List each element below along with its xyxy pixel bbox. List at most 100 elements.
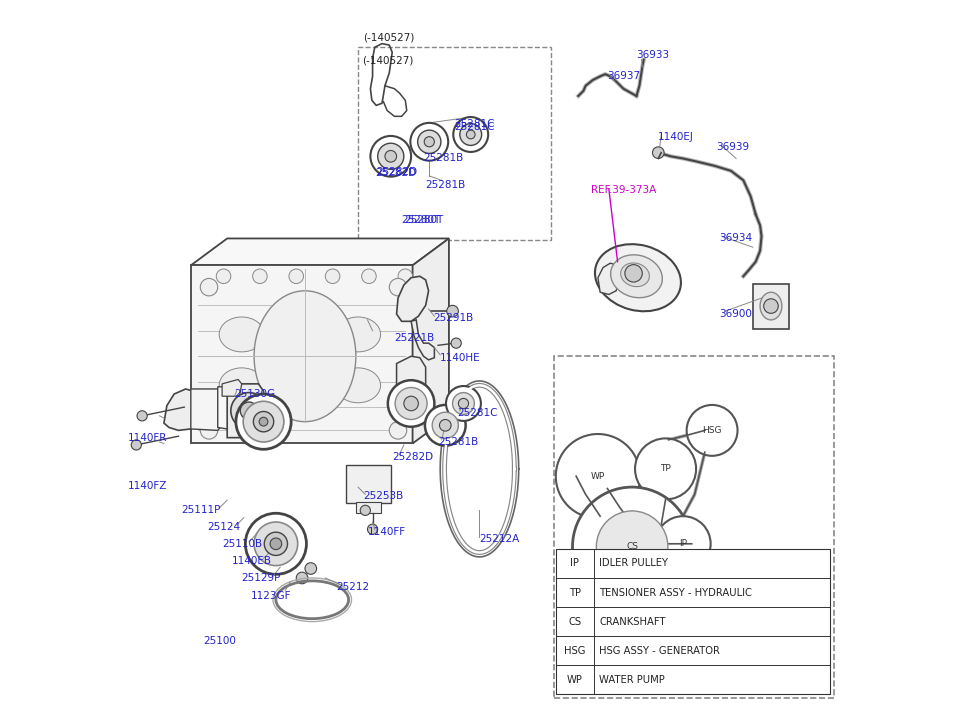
Circle shape [764, 299, 778, 313]
Text: 25221B: 25221B [395, 333, 435, 343]
Polygon shape [228, 384, 264, 438]
Polygon shape [222, 379, 242, 396]
Text: 25280T: 25280T [402, 214, 441, 225]
Circle shape [289, 269, 303, 284]
Text: 1140FF: 1140FF [367, 527, 405, 537]
Circle shape [236, 394, 292, 449]
Polygon shape [218, 387, 229, 429]
Circle shape [201, 422, 218, 439]
Text: TP: TP [569, 587, 580, 598]
Ellipse shape [277, 368, 322, 403]
Circle shape [656, 516, 710, 571]
Text: HSG ASSY - GENERATOR: HSG ASSY - GENERATOR [599, 646, 720, 656]
Text: 36937: 36937 [607, 71, 641, 81]
Circle shape [252, 269, 267, 284]
Text: 25129P: 25129P [242, 573, 281, 583]
Text: 1123GF: 1123GF [251, 591, 292, 601]
Text: CS: CS [626, 542, 638, 551]
Circle shape [424, 137, 434, 147]
Circle shape [230, 393, 267, 429]
Text: (-140527): (-140527) [363, 33, 415, 43]
Circle shape [389, 278, 406, 296]
Circle shape [395, 387, 427, 419]
Text: 25110B: 25110B [222, 539, 262, 549]
Circle shape [264, 532, 288, 555]
Polygon shape [163, 389, 201, 430]
Text: 25282D: 25282D [377, 166, 418, 177]
Text: 25281C: 25281C [455, 119, 495, 129]
Circle shape [325, 269, 340, 284]
Text: 25281B: 25281B [438, 437, 478, 447]
Circle shape [305, 563, 316, 574]
Circle shape [403, 396, 419, 411]
Circle shape [253, 411, 273, 432]
Circle shape [398, 269, 413, 284]
Text: 25100: 25100 [204, 636, 236, 646]
Circle shape [625, 265, 642, 282]
Text: REF.39-373A: REF.39-373A [591, 185, 656, 196]
Ellipse shape [620, 263, 649, 286]
Text: 36933: 36933 [637, 49, 669, 60]
Circle shape [410, 123, 448, 161]
Polygon shape [598, 263, 619, 294]
Text: 36934: 36934 [719, 233, 752, 244]
Text: 25281C: 25281C [455, 122, 495, 132]
Circle shape [573, 487, 692, 606]
Text: 25124: 25124 [207, 522, 241, 532]
Circle shape [446, 305, 458, 317]
Ellipse shape [219, 368, 264, 403]
Text: HSG: HSG [564, 646, 585, 656]
Ellipse shape [336, 317, 380, 352]
Circle shape [216, 269, 230, 284]
Text: TP: TP [661, 465, 671, 473]
Polygon shape [191, 265, 413, 443]
Circle shape [453, 117, 489, 152]
Text: 1140EB: 1140EB [232, 556, 272, 566]
Text: TENSIONER ASSY - HYDRAULIC: TENSIONER ASSY - HYDRAULIC [599, 587, 752, 598]
Circle shape [440, 419, 451, 431]
Circle shape [254, 522, 297, 566]
Text: IDLER PULLEY: IDLER PULLEY [599, 558, 668, 569]
Circle shape [246, 513, 307, 574]
Text: 36939: 36939 [716, 142, 750, 152]
Circle shape [201, 278, 218, 296]
Text: 36900: 36900 [719, 309, 752, 319]
Text: 25282D: 25282D [392, 451, 433, 462]
Circle shape [432, 412, 458, 438]
Circle shape [385, 150, 397, 162]
Circle shape [458, 398, 468, 409]
Text: IP: IP [679, 539, 687, 548]
Text: 1140FZ: 1140FZ [127, 481, 167, 491]
Circle shape [378, 143, 403, 169]
Polygon shape [397, 276, 428, 321]
Text: CS: CS [568, 616, 581, 627]
Circle shape [296, 572, 308, 584]
Bar [356, 502, 381, 513]
Circle shape [446, 386, 481, 421]
Text: 25212A: 25212A [480, 534, 520, 545]
Text: 1140HE: 1140HE [440, 353, 481, 363]
Text: 25111P: 25111P [182, 505, 221, 515]
Circle shape [367, 524, 378, 534]
Circle shape [424, 405, 466, 446]
Text: CRANKSHAFT: CRANKSHAFT [599, 616, 666, 627]
Ellipse shape [254, 291, 356, 422]
Circle shape [460, 124, 482, 145]
Text: WP: WP [591, 472, 605, 481]
Polygon shape [397, 356, 425, 398]
Bar [555, 549, 830, 694]
Bar [358, 47, 551, 240]
Circle shape [243, 401, 284, 442]
Text: 25281B: 25281B [425, 180, 466, 190]
Text: 25212: 25212 [337, 582, 369, 593]
Circle shape [555, 434, 641, 518]
Circle shape [259, 417, 268, 426]
Bar [752, 284, 789, 329]
Circle shape [467, 130, 475, 139]
Ellipse shape [336, 368, 380, 403]
Circle shape [131, 440, 141, 450]
Polygon shape [191, 389, 222, 430]
Ellipse shape [760, 292, 782, 320]
Circle shape [370, 136, 411, 177]
Ellipse shape [277, 317, 322, 352]
